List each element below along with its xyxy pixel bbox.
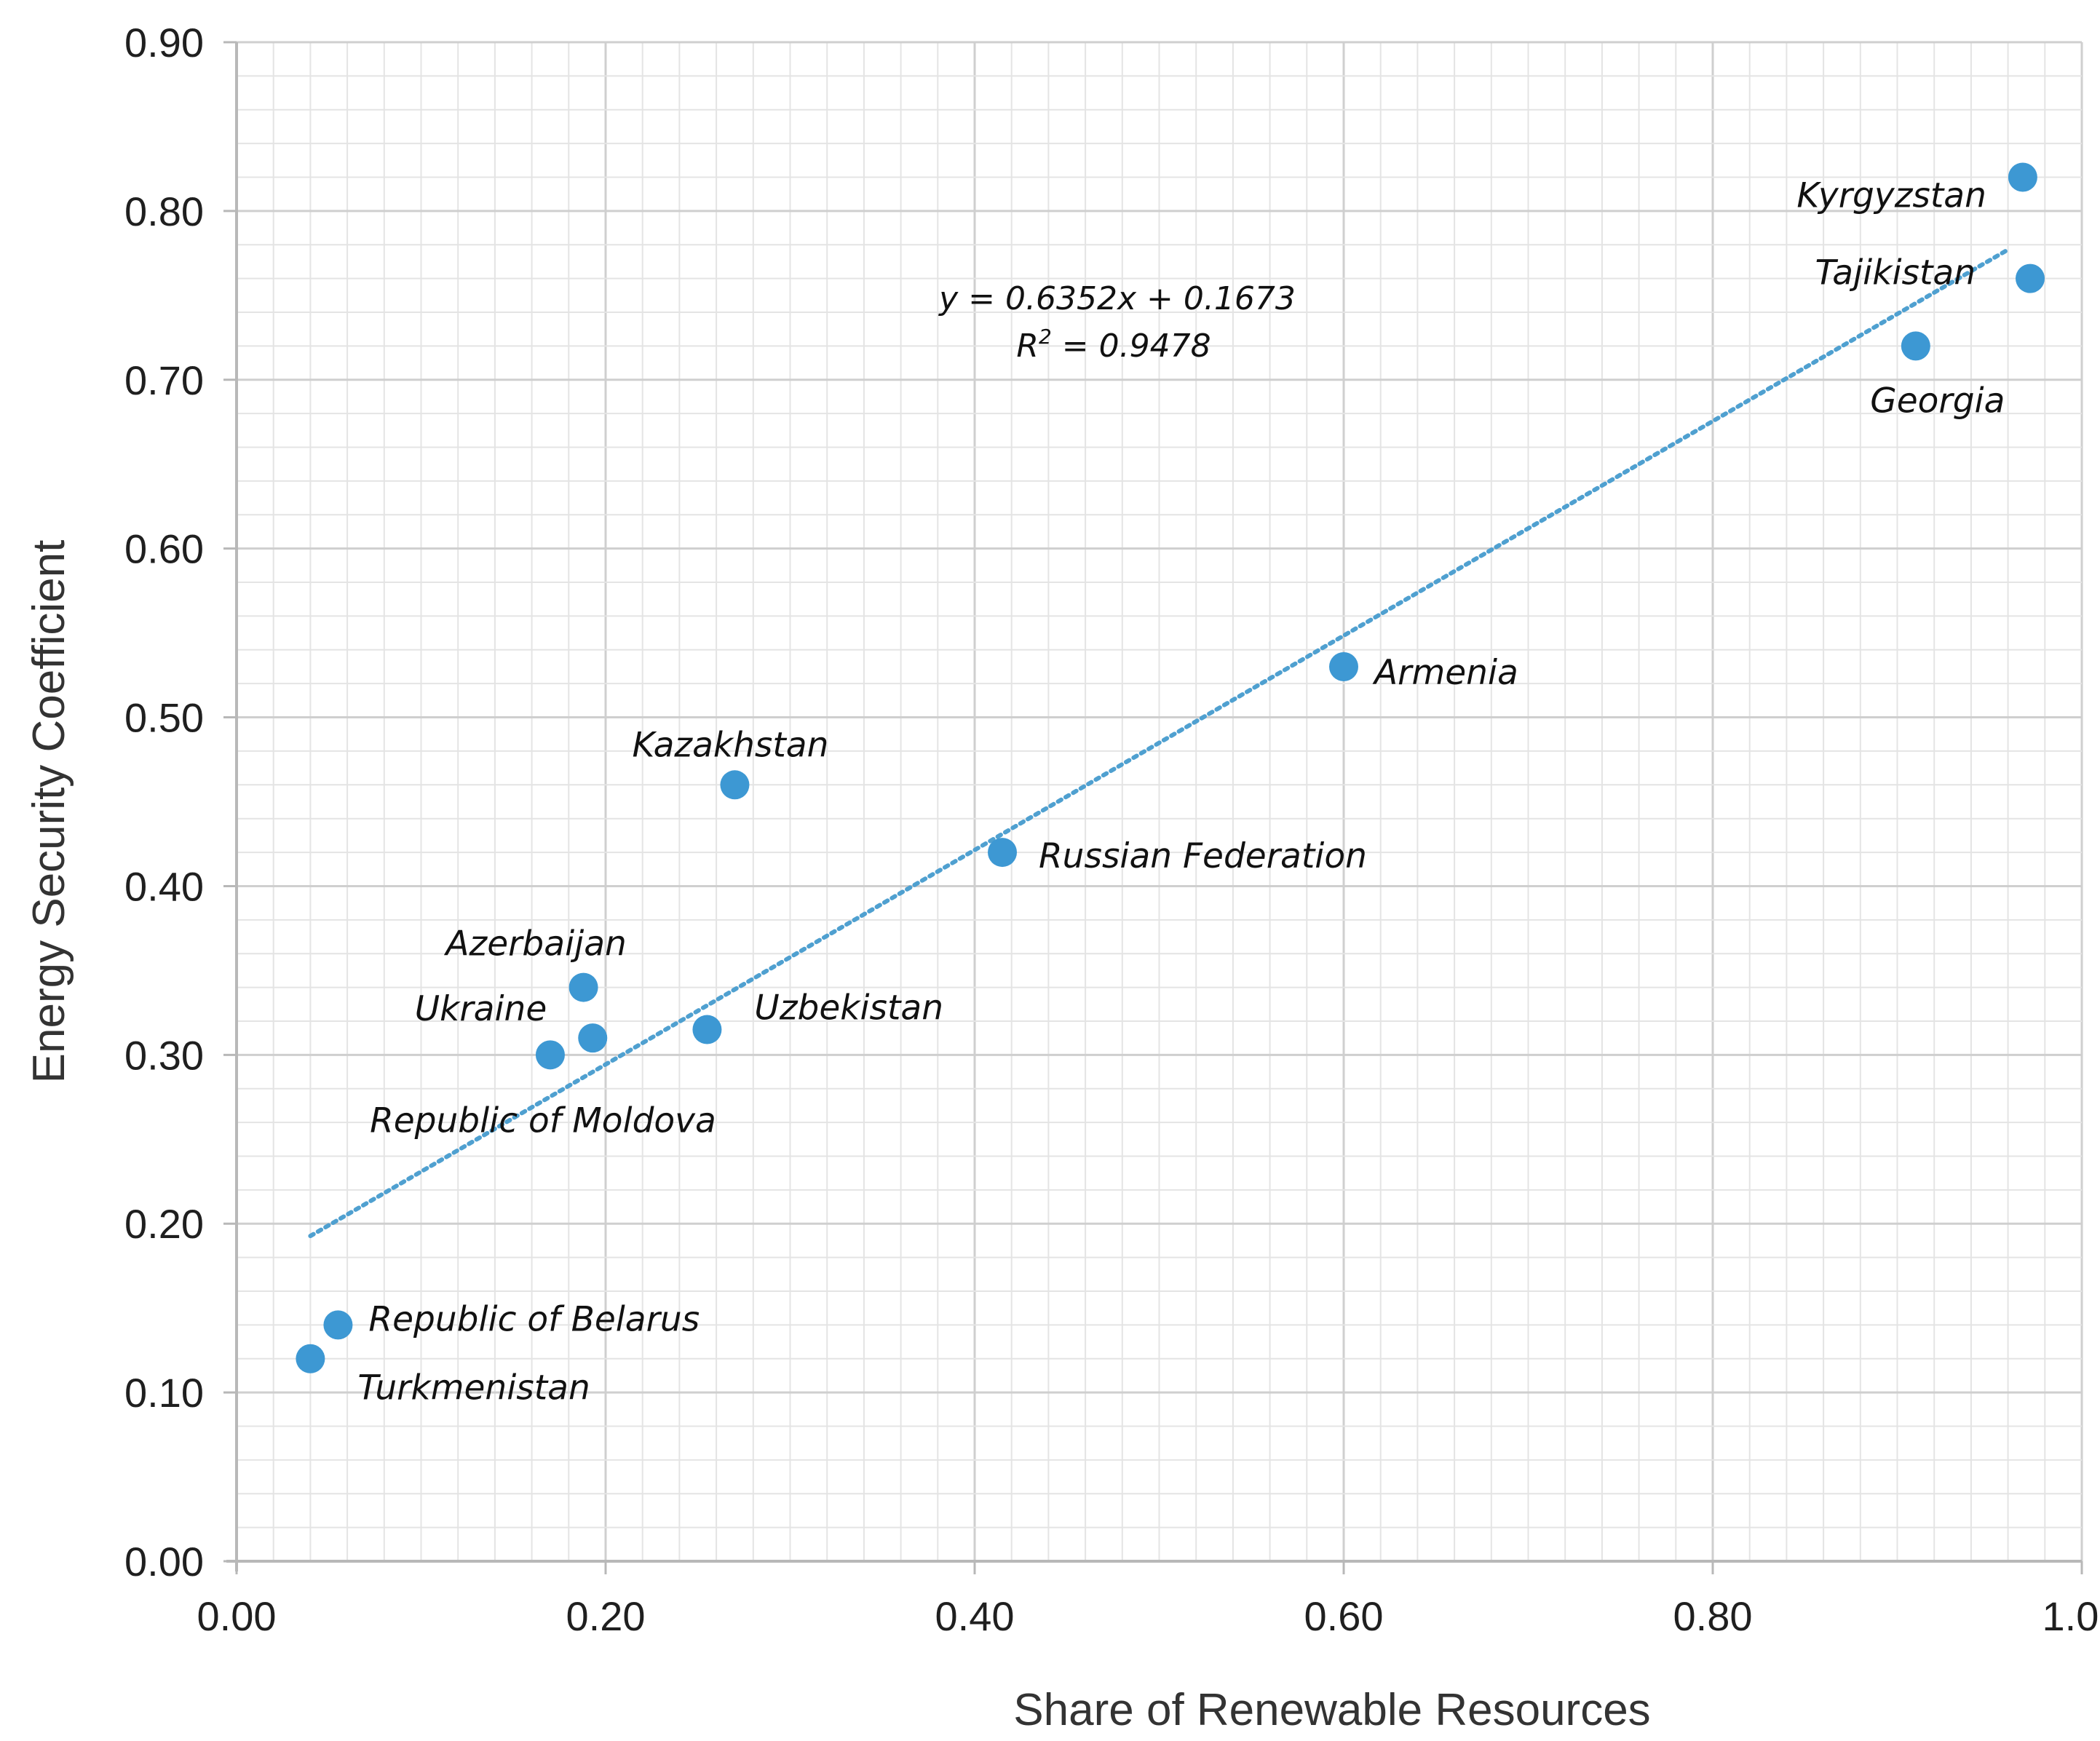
y-tick-label: 0.40: [124, 863, 204, 909]
y-tick-label: 0.70: [124, 357, 204, 403]
x-tick-label: 0.40: [935, 1593, 1015, 1639]
data-point: [720, 770, 750, 800]
data-point-label: Tajikistan: [1815, 253, 1976, 293]
y-tick-label: 0.30: [124, 1032, 204, 1078]
x-tick-label: 0.00: [197, 1593, 277, 1639]
x-tick-label: 0.20: [566, 1593, 646, 1639]
x-tick-label: 1.00: [2042, 1593, 2100, 1639]
data-point-label: Republic of Belarus: [368, 1299, 700, 1339]
x-axis-title: Share of Renewable Resources: [1013, 1685, 1650, 1735]
data-point: [578, 1023, 608, 1053]
y-axis-title: Energy Security Coefficient: [24, 540, 74, 1084]
data-point-label: Republic of Moldova: [370, 1100, 716, 1141]
data-point-label: Armenia: [1372, 653, 1518, 693]
data-point: [692, 1015, 722, 1044]
y-tick-label: 0.80: [124, 189, 204, 234]
data-point: [323, 1310, 353, 1340]
data-point: [2016, 263, 2045, 293]
x-tick-label: 0.80: [1673, 1593, 1753, 1639]
data-point: [2008, 162, 2037, 192]
trendline-equation: y = 0.6352x + 0.1673: [938, 280, 1296, 317]
gridlines: [235, 41, 2083, 1563]
data-point-label: Turkmenistan: [357, 1368, 590, 1408]
point-labels: Turkmenistan Republic of Belarus Republic …: [357, 176, 2005, 1408]
data-point: [535, 1040, 565, 1070]
data-point: [988, 838, 1018, 868]
data-point-label: Ukraine: [415, 989, 547, 1029]
trendline: [308, 247, 2010, 1239]
y-tick-label: 0.00: [124, 1539, 204, 1585]
data-point: [568, 972, 598, 1002]
y-tick-label: 0.20: [124, 1201, 204, 1247]
y-tick-label: 0.90: [124, 20, 204, 66]
trendline-r-squared: R2 = 0.9478: [1016, 325, 1211, 365]
data-point-label: Kyrgyzstan: [1796, 176, 1986, 216]
data-point-label: Azerbaijan: [443, 924, 626, 964]
y-tick-label: 0.10: [124, 1370, 204, 1416]
data-point-label: Georgia: [1870, 381, 2005, 421]
data-point-label: Uzbekistan: [754, 988, 943, 1028]
y-tick-label: 0.50: [124, 695, 204, 741]
x-tick-label: 0.60: [1304, 1593, 1384, 1639]
data-point: [1329, 651, 1358, 681]
data-point: [296, 1344, 325, 1373]
axes: 0.00 0.20 0.40 0.60 0.80 1.00 0.00 0.10 0.20 0.30…: [124, 20, 2100, 1639]
data-points: [296, 162, 2045, 1373]
data-point-label: Kazakhstan: [632, 725, 828, 765]
data-point-label: Russian Federation: [1039, 836, 1367, 876]
data-point: [1901, 331, 1930, 361]
trendline-group: [308, 247, 2010, 1239]
y-tick-label: 0.60: [124, 526, 204, 572]
